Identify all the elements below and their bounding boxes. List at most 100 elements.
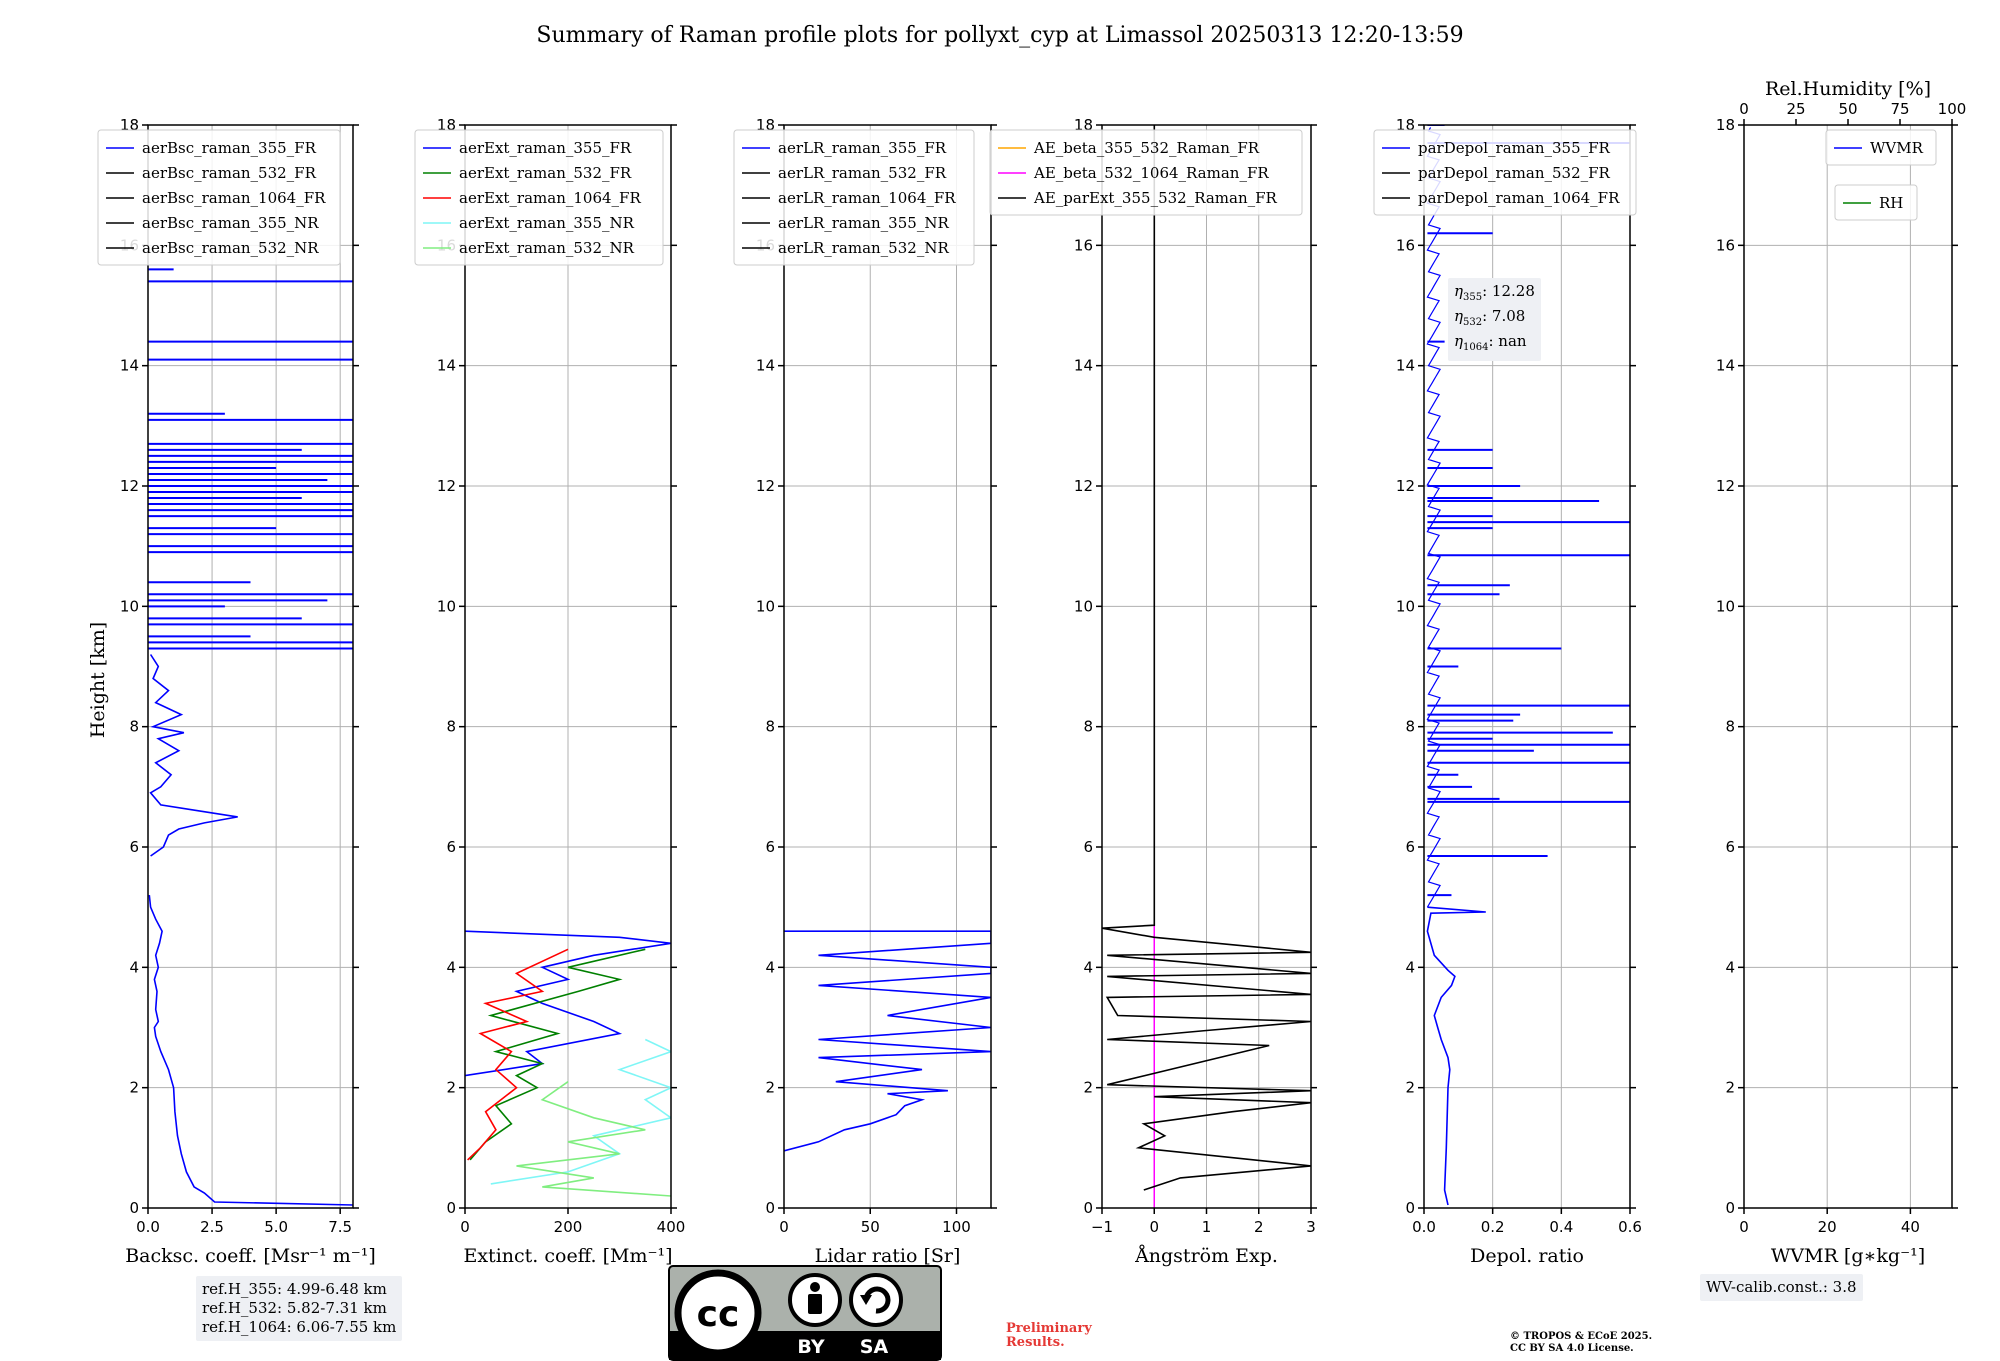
- y-tick-label: 10: [756, 597, 775, 615]
- y-tick-label: 10: [437, 597, 456, 615]
- y-tick-label: 6: [129, 838, 139, 856]
- y-tick-label: 2: [1083, 1079, 1093, 1097]
- legend-label: RH: [1879, 194, 1903, 212]
- y-tick-label: 14: [1074, 357, 1093, 375]
- legend-frame: [1834, 184, 1918, 221]
- legend-label: WVMR: [1870, 139, 1924, 157]
- panel-frame: [1423, 124, 1631, 1209]
- y-tick-label: 0: [1725, 1199, 1735, 1217]
- legend-3: aerLR_raman_355_FR aerLR_raman_532_FR aerL…: [733, 129, 975, 266]
- eta-355: η355: 12.28: [1454, 282, 1535, 303]
- y-tick-label: 8: [1725, 718, 1735, 736]
- panel-frame: [1743, 124, 1953, 1209]
- y-tick-label: 18: [1716, 116, 1735, 134]
- series-pardepol-raman-355-fr-upper: [1426, 127, 1441, 908]
- y-tick-label: 12: [1396, 477, 1415, 495]
- x-tick-label: 7.5: [328, 1218, 352, 1236]
- x-tick-label: 1: [1202, 1218, 1212, 1236]
- legend-label: aerBsc_raman_532_NR: [142, 239, 319, 257]
- legend-label: aerLR_raman_355_FR: [778, 139, 947, 157]
- x-tick-label: 100: [942, 1218, 971, 1236]
- ref-h-355: ref.H_355: 4.99-6.48 km: [202, 1280, 387, 1298]
- y-tick-label: 10: [1396, 597, 1415, 615]
- legend-label: AE_parExt_355_532_Raman_FR: [1033, 189, 1278, 207]
- y-tick-label: 10: [1716, 597, 1735, 615]
- eta-1064: η1064: nan: [1454, 332, 1527, 353]
- panel-frame: [783, 124, 992, 1209]
- panel-frame: [147, 124, 354, 1209]
- legend-frame: [733, 129, 975, 266]
- preliminary-note: Preliminary Results.: [1006, 1321, 1092, 1350]
- ref-h-1064: ref.H_1064: 6.06-7.55 km: [202, 1318, 397, 1336]
- series-pardepol-raman-355-fr: [1426, 906, 1486, 1206]
- y-tick-label: 0: [1083, 1199, 1093, 1217]
- y-tick-label: 16: [1074, 236, 1093, 254]
- top-x-tick-label: 75: [1890, 100, 1909, 118]
- eta-532: η532: 7.08: [1454, 307, 1526, 328]
- license-by: BY: [797, 1336, 824, 1358]
- y-tick-label: 4: [1725, 958, 1735, 976]
- y-tick-label: 2: [129, 1079, 139, 1097]
- x-tick-label: 400: [657, 1218, 686, 1236]
- eta-box: η355: 12.28 η532: 7.08 η1064: nan: [1448, 278, 1541, 361]
- x-tick-label: 0.6: [1618, 1218, 1642, 1236]
- x-axis-label: WVMR [g∗kg⁻¹]: [1771, 1245, 1925, 1267]
- y-tick-label: 6: [446, 838, 456, 856]
- top-x-tick-label: 50: [1838, 100, 1857, 118]
- legend-2: aerExt_raman_355_FR aerExt_raman_532_FRae…: [414, 129, 664, 266]
- x-tick-label: 200: [554, 1218, 583, 1236]
- y-tick-label: 0: [765, 1199, 775, 1217]
- ref-h-532: ref.H_532: 5.82-7.31 km: [202, 1299, 387, 1317]
- y-tick-label: 8: [1083, 718, 1093, 736]
- data-group: [148, 268, 353, 1206]
- data-group: [1102, 125, 1311, 1208]
- y-tick-label: 6: [765, 838, 775, 856]
- panel-2: 0246810121416180200400Extinct. coeff. [M…: [414, 116, 686, 1267]
- legend-frame: [1825, 129, 1937, 166]
- license-sa: SA: [860, 1336, 889, 1358]
- x-tick-label: 0.2: [1481, 1218, 1505, 1236]
- legend-label: aerBsc_raman_355_NR: [142, 214, 319, 232]
- legend-label: aerBsc_raman_532_FR: [142, 164, 317, 182]
- y-tick-label: 2: [1405, 1079, 1415, 1097]
- series-ae-parext-355-532-raman-fr: [1102, 125, 1311, 1191]
- y-tick-label: 2: [765, 1079, 775, 1097]
- x-tick-label: 0.4: [1549, 1218, 1573, 1236]
- top-x-tick-label: 0: [1739, 100, 1749, 118]
- legend-frame: [1373, 129, 1637, 216]
- legend-label: aerExt_raman_355_NR: [459, 214, 635, 232]
- top-x-tick-label: 100: [1938, 100, 1967, 118]
- x-tick-label: 0: [460, 1218, 470, 1236]
- legend-frame: [97, 129, 341, 266]
- legend-rh: RH: [1834, 184, 1918, 221]
- x-tick-label: 0.0: [136, 1218, 160, 1236]
- y-tick-label: 14: [437, 357, 456, 375]
- x-axis-label: Ångström Exp.: [1134, 1245, 1278, 1267]
- x-tick-label: 40: [1901, 1218, 1920, 1236]
- legend-1: aerBsc_raman_355_FR aerBsc_raman_532_FRae…: [97, 129, 341, 266]
- y-tick-label: 14: [1716, 357, 1735, 375]
- y-tick-label: 16: [1716, 236, 1735, 254]
- y-tick-label: 6: [1725, 838, 1735, 856]
- y-tick-label: 4: [129, 958, 139, 976]
- y-tick-label: 4: [765, 958, 775, 976]
- reference-height-box: ref.H_355: 4.99-6.48 km ref.H_532: 5.82-…: [196, 1276, 403, 1341]
- y-tick-label: 2: [446, 1079, 456, 1097]
- x-tick-label: 20: [1818, 1218, 1837, 1236]
- y-tick-label: 6: [1083, 838, 1093, 856]
- x-tick-label: 0.0: [1412, 1218, 1436, 1236]
- legend-frame: [989, 129, 1303, 216]
- x-tick-label: 3: [1306, 1218, 1316, 1236]
- legend-label: parDepol_raman_355_FR: [1418, 139, 1611, 157]
- figure-title: Summary of Raman profile plots for polly…: [536, 23, 1463, 48]
- y-tick-label: 12: [120, 477, 139, 495]
- y-tick-label: 0: [129, 1199, 139, 1217]
- y-tick-label: 16: [1396, 236, 1415, 254]
- series-aerext-raman-532-nr: [516, 1081, 671, 1197]
- y-tick-label: 8: [1405, 718, 1415, 736]
